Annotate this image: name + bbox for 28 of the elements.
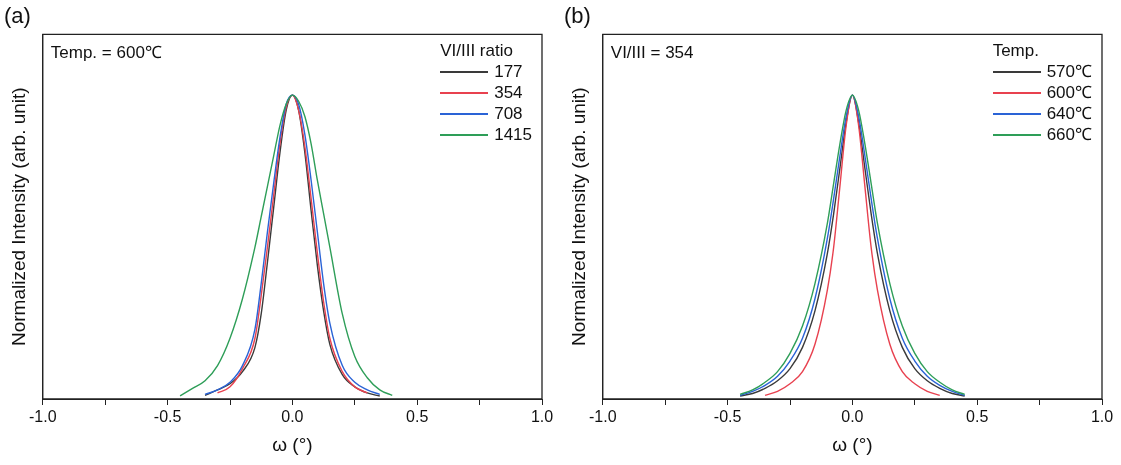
x-axis-title: ω (°) (272, 433, 313, 455)
legend-label: 177 (494, 61, 523, 83)
x-axis-title: ω (°) (832, 433, 873, 455)
x-tick-label: -0.5 (153, 408, 182, 426)
y-axis-title: Normalized Intensity (arb. unit) (7, 87, 29, 347)
legend-label: 708 (494, 103, 523, 125)
legend-label: 660℃ (1046, 124, 1092, 146)
x-tick-label: -1.0 (29, 408, 57, 426)
x-tick-label: 0.5 (406, 408, 429, 426)
legend-label: 570℃ (1046, 61, 1092, 83)
legend-label: 354 (494, 82, 523, 104)
x-tick-label: 0.0 (841, 408, 864, 426)
x-tick-label: 1.0 (1090, 408, 1114, 426)
chart-title: (b) (564, 3, 591, 29)
legend-label: 600℃ (1046, 82, 1092, 104)
text: VI/III = 354 (610, 42, 694, 62)
x-tick-label: 1.0 (530, 408, 554, 426)
legend-label: 640℃ (1046, 103, 1092, 125)
legend-title: Temp. (992, 40, 1040, 62)
legend-label: 1415 (494, 124, 532, 146)
legend-title: VI/III ratio (440, 40, 514, 62)
x-tick-label: 0.0 (281, 408, 304, 426)
x-tick-label: -1.0 (589, 408, 617, 426)
x-tick-label: 0.5 (966, 408, 989, 426)
chart-title: (a) (4, 3, 31, 29)
x-tick-label: -0.5 (713, 408, 742, 426)
y-axis-title: Normalized Intensity (arb. unit) (567, 87, 589, 347)
text: Temp. = 600℃ (50, 42, 162, 62)
